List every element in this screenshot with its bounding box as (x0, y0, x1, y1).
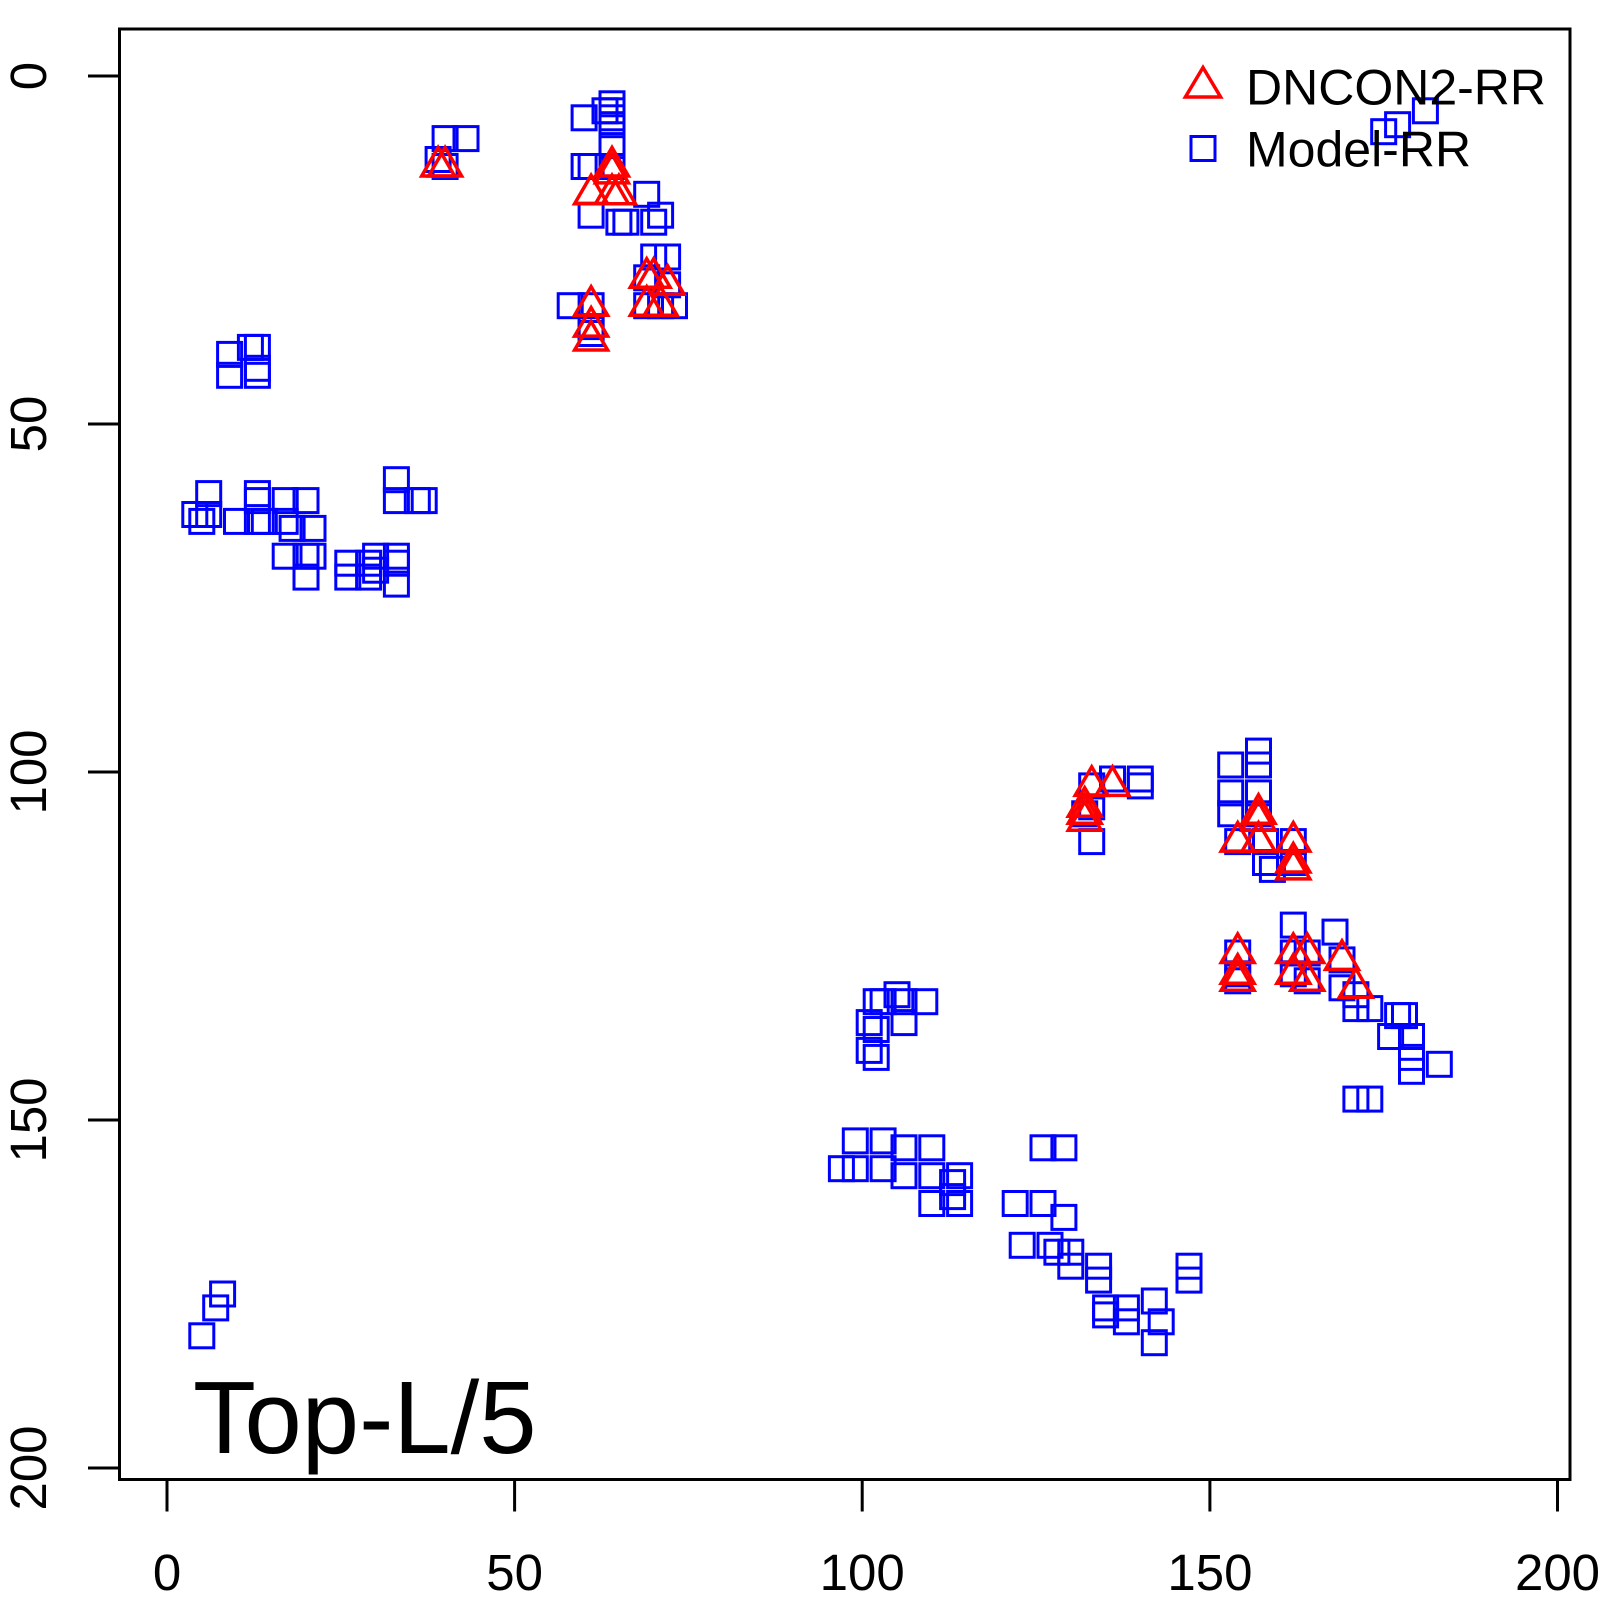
svg-text:0: 0 (0, 62, 57, 90)
svg-text:Model-RR: Model-RR (1246, 122, 1471, 178)
svg-text:50: 50 (0, 396, 57, 453)
svg-text:0: 0 (153, 1544, 181, 1600)
svg-text:150: 150 (0, 1077, 57, 1162)
svg-text:200: 200 (0, 1425, 57, 1510)
svg-text:100: 100 (820, 1544, 905, 1600)
svg-text:50: 50 (486, 1544, 543, 1600)
svg-text:150: 150 (1167, 1544, 1252, 1600)
svg-text:200: 200 (1515, 1544, 1600, 1600)
svg-text:DNCON2-RR: DNCON2-RR (1246, 60, 1546, 116)
svg-text:Top-L/5: Top-L/5 (193, 1360, 537, 1475)
svg-text:100: 100 (0, 729, 57, 814)
